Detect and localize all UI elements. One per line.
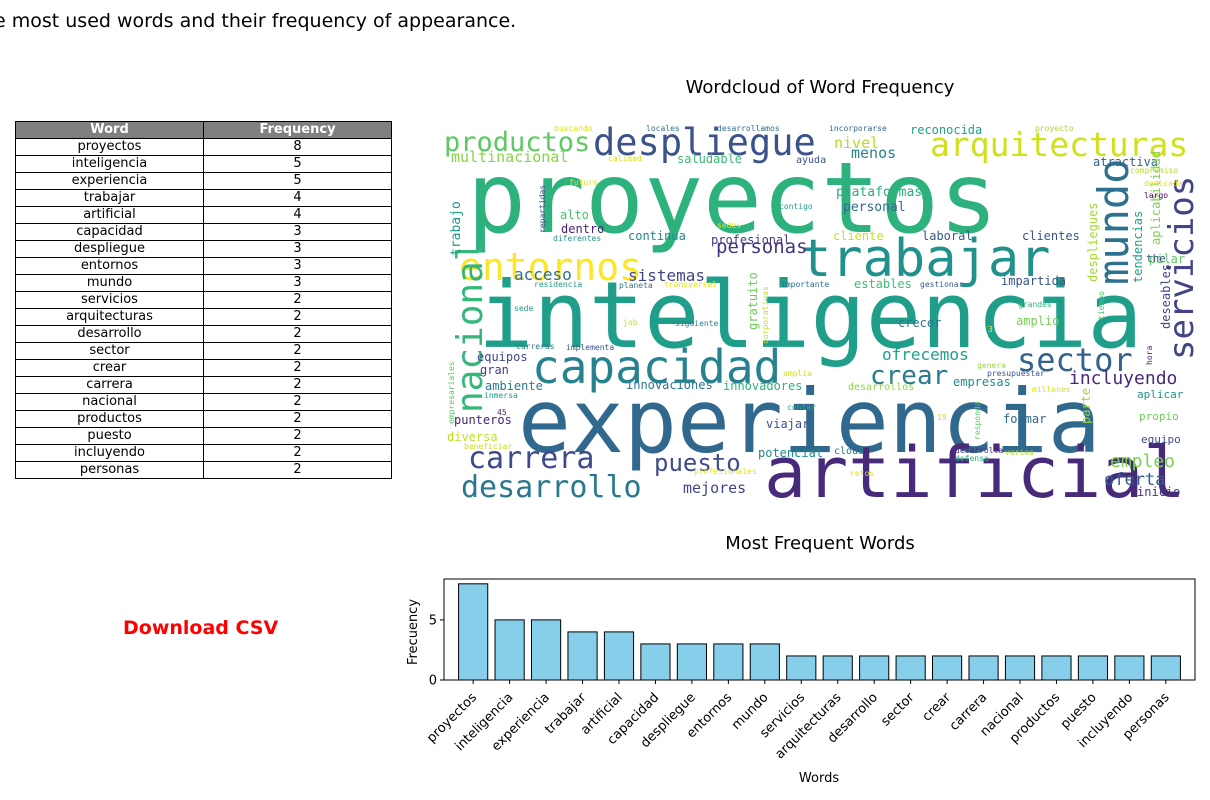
table-row: inteligencia 5	[15, 155, 392, 173]
bar-mundo	[749, 643, 780, 681]
page-headline: e most used words and their frequency of…	[0, 10, 517, 32]
word-cell: carrera	[15, 376, 204, 394]
bar-servicios	[786, 655, 817, 681]
table-row: arquitecturas 2	[15, 308, 392, 326]
bar-experiencia	[530, 619, 562, 681]
table-header-row: Word Frequency	[15, 121, 392, 139]
bar-capacidad	[640, 643, 671, 681]
word-cell: nacional	[15, 393, 204, 411]
bar-personas	[1150, 655, 1181, 681]
bar-desarrollo	[859, 655, 890, 681]
bar-trabajar	[567, 631, 598, 681]
word-cell: proyectos	[15, 138, 204, 156]
frequency-table: Word Frequency proyectos 8 inteligencia 5 ex…	[15, 121, 392, 479]
bar-proyectos	[458, 583, 489, 681]
table-row: proyectos 8	[15, 138, 392, 156]
bar-inteligencia	[494, 619, 525, 681]
table-row: personas 2	[15, 461, 392, 479]
y-tick-label: 0	[429, 674, 437, 689]
table-row: carrera 2	[15, 376, 392, 394]
table-row: puesto 2	[15, 427, 392, 445]
word-cell: incluyendo	[15, 444, 204, 462]
table-row: experiencia 5	[15, 172, 392, 190]
x-axis-label: Words	[799, 771, 839, 786]
word-cell: servicios	[15, 291, 204, 309]
bar-carrera	[968, 655, 999, 681]
table-row: nacional 2	[15, 393, 392, 411]
word-cell: sector	[15, 342, 204, 360]
bar-sector	[895, 655, 926, 681]
column-header-frequency: Frequency	[203, 121, 392, 139]
bar-despliegue	[676, 643, 707, 681]
y-axis-label: Frecuency	[406, 599, 421, 665]
table-row: artificial 4	[15, 206, 392, 224]
table-row: incluyendo 2	[15, 444, 392, 462]
bar-puesto	[1077, 655, 1109, 681]
bar-nacional	[1004, 655, 1036, 681]
y-tick-label: 5	[429, 613, 437, 628]
bar-crear	[932, 655, 963, 681]
plot-frame	[443, 578, 1196, 681]
wordcloud-title: Wordcloud of Word Frequency	[685, 77, 955, 98]
table-row: trabajar 4	[15, 189, 392, 207]
bar-arquitecturas	[822, 655, 853, 681]
bar-productos	[1041, 655, 1072, 681]
bar-incluyendo	[1114, 655, 1145, 681]
frequency-cell: 2	[203, 461, 392, 479]
bar-entornos	[713, 643, 744, 681]
word-cell: capacidad	[15, 223, 204, 241]
download-csv-link[interactable]: Download CSV	[123, 617, 279, 639]
bar-artificial	[603, 631, 635, 681]
column-header-word: Word	[15, 121, 204, 139]
table-row: entornos 3	[15, 257, 392, 275]
x-tick-label: crear	[920, 690, 955, 725]
word-cell: personas	[15, 461, 204, 479]
x-tick-label: sector	[878, 690, 918, 730]
table-row: despliegue 3	[15, 240, 392, 258]
bar-chart-title: Most Frequent Words	[725, 533, 915, 554]
